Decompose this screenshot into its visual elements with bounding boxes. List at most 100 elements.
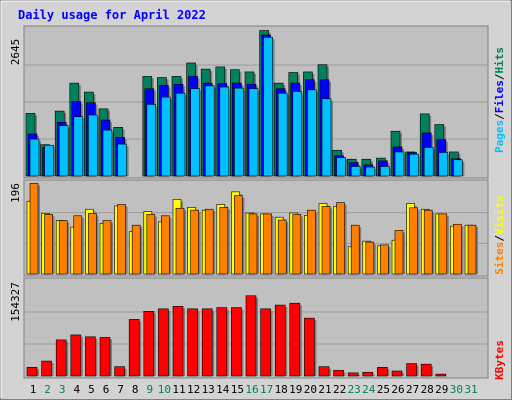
pages-bar xyxy=(277,92,288,177)
legend-kbytes: KBytes xyxy=(493,340,506,380)
sites-bar xyxy=(307,209,316,275)
x-tick-label: 16 xyxy=(245,383,258,396)
x-tick-label: 17 xyxy=(260,383,273,396)
kbytes-bar xyxy=(158,308,169,377)
kbytes-bar xyxy=(391,370,403,377)
kbytes-bar xyxy=(347,372,359,377)
pages-bar xyxy=(380,166,390,177)
pages-bar xyxy=(263,36,273,177)
kbytes-bar xyxy=(99,337,111,377)
sites-bar xyxy=(394,230,404,275)
sites-bar xyxy=(453,223,462,275)
pages-bar xyxy=(336,157,346,177)
kbytes-bar xyxy=(201,308,213,377)
kbytes-bar xyxy=(406,363,417,377)
x-tick-label: 21 xyxy=(318,383,331,396)
pages-bar xyxy=(73,116,84,177)
x-tick-label: 5 xyxy=(88,383,95,396)
sites-bar xyxy=(146,214,156,275)
requests-ymax-label: 2645 xyxy=(9,39,22,66)
sites-bar xyxy=(380,244,389,275)
pages-bar xyxy=(234,87,244,177)
kbytes-bar xyxy=(260,308,271,377)
x-tick-label: 4 xyxy=(73,383,80,396)
pages-bar xyxy=(409,153,419,177)
pages-bar xyxy=(453,159,463,177)
kbytes-bar xyxy=(318,366,330,377)
kbytes-bar xyxy=(114,366,125,377)
x-tick-label: 9 xyxy=(146,383,153,396)
pages-bar xyxy=(423,147,434,177)
pages-bar xyxy=(175,92,186,177)
sites-bar xyxy=(321,206,331,275)
pages-bar xyxy=(146,104,157,177)
requests-legend: Pages/Files/Hits xyxy=(493,47,506,153)
sites-bar xyxy=(102,220,112,275)
legend-files: Files xyxy=(493,80,506,113)
sites-bar xyxy=(336,202,345,275)
x-tick-label: 14 xyxy=(216,383,230,396)
legend-sites: Sites xyxy=(493,242,506,275)
pages-bar xyxy=(88,114,98,177)
sites-bar xyxy=(29,183,39,275)
kbytes-bar xyxy=(70,334,82,377)
chart-title: Daily usage for April 2022 xyxy=(18,8,206,22)
x-tick-label: 23 xyxy=(348,383,361,396)
pages-bar xyxy=(44,144,54,177)
kbytes-bar xyxy=(143,311,155,377)
kbytes-bar xyxy=(420,363,432,377)
x-tick-label: 26 xyxy=(391,383,404,396)
sites-bar xyxy=(438,213,448,275)
legend-visits: Visits xyxy=(493,195,506,235)
x-tick-label: 27 xyxy=(406,383,419,396)
kbytes-bar xyxy=(128,319,140,377)
x-tick-label: 18 xyxy=(275,383,288,396)
x-tick-label: 29 xyxy=(435,383,448,396)
kbytes-bar xyxy=(289,302,301,377)
x-tick-label: 24 xyxy=(362,383,376,396)
pages-bar xyxy=(307,89,317,177)
pages-bar xyxy=(248,88,259,177)
pages-bar xyxy=(394,151,405,177)
x-axis-labels: 1 2 3 4 5 6 7 8 9 10 11 12 13 14 15 16 17 18 19 20 21 22 23 24 2… xyxy=(30,383,478,396)
kbytes-bar xyxy=(304,317,315,377)
kbytes-ymax-label: 154327 xyxy=(9,282,22,322)
x-tick-label: 22 xyxy=(333,383,346,396)
sites-bar xyxy=(190,209,199,275)
x-tick-label: 6 xyxy=(103,383,110,396)
pages-bar xyxy=(29,138,40,177)
sites-bar xyxy=(44,214,53,275)
pages-bar xyxy=(102,129,113,177)
x-tick-label: 30 xyxy=(450,383,463,396)
kbytes-bar xyxy=(435,373,447,377)
pages-bar xyxy=(321,98,332,177)
visitors-legend: Sites/Visits xyxy=(493,195,506,275)
sites-bar xyxy=(131,224,141,275)
sites-bar xyxy=(73,215,83,275)
pages-bar xyxy=(161,96,171,177)
sites-bar xyxy=(263,213,272,275)
pages-bar xyxy=(365,166,376,177)
kbytes-bar xyxy=(231,307,242,377)
legend-pages: Pages xyxy=(493,120,506,153)
x-tick-label: 20 xyxy=(304,383,317,396)
sites-bar xyxy=(117,204,126,275)
kbytes-bar xyxy=(216,307,228,377)
sites-bar xyxy=(88,213,97,275)
pages-bar xyxy=(204,85,215,177)
sites-bar xyxy=(292,214,302,275)
sites-bar xyxy=(234,195,243,275)
sites-bar xyxy=(248,213,258,275)
sites-bar xyxy=(277,219,287,275)
x-tick-label: 31 xyxy=(464,383,477,396)
sites-bar xyxy=(409,207,418,275)
pages-bar xyxy=(350,166,361,177)
kbytes-bar xyxy=(85,336,96,377)
bar-marks xyxy=(25,30,478,377)
x-tick-label: 28 xyxy=(421,383,434,396)
x-tick-label: 11 xyxy=(172,383,185,396)
sites-bar xyxy=(350,224,360,275)
x-tick-label: 1 xyxy=(30,383,37,396)
